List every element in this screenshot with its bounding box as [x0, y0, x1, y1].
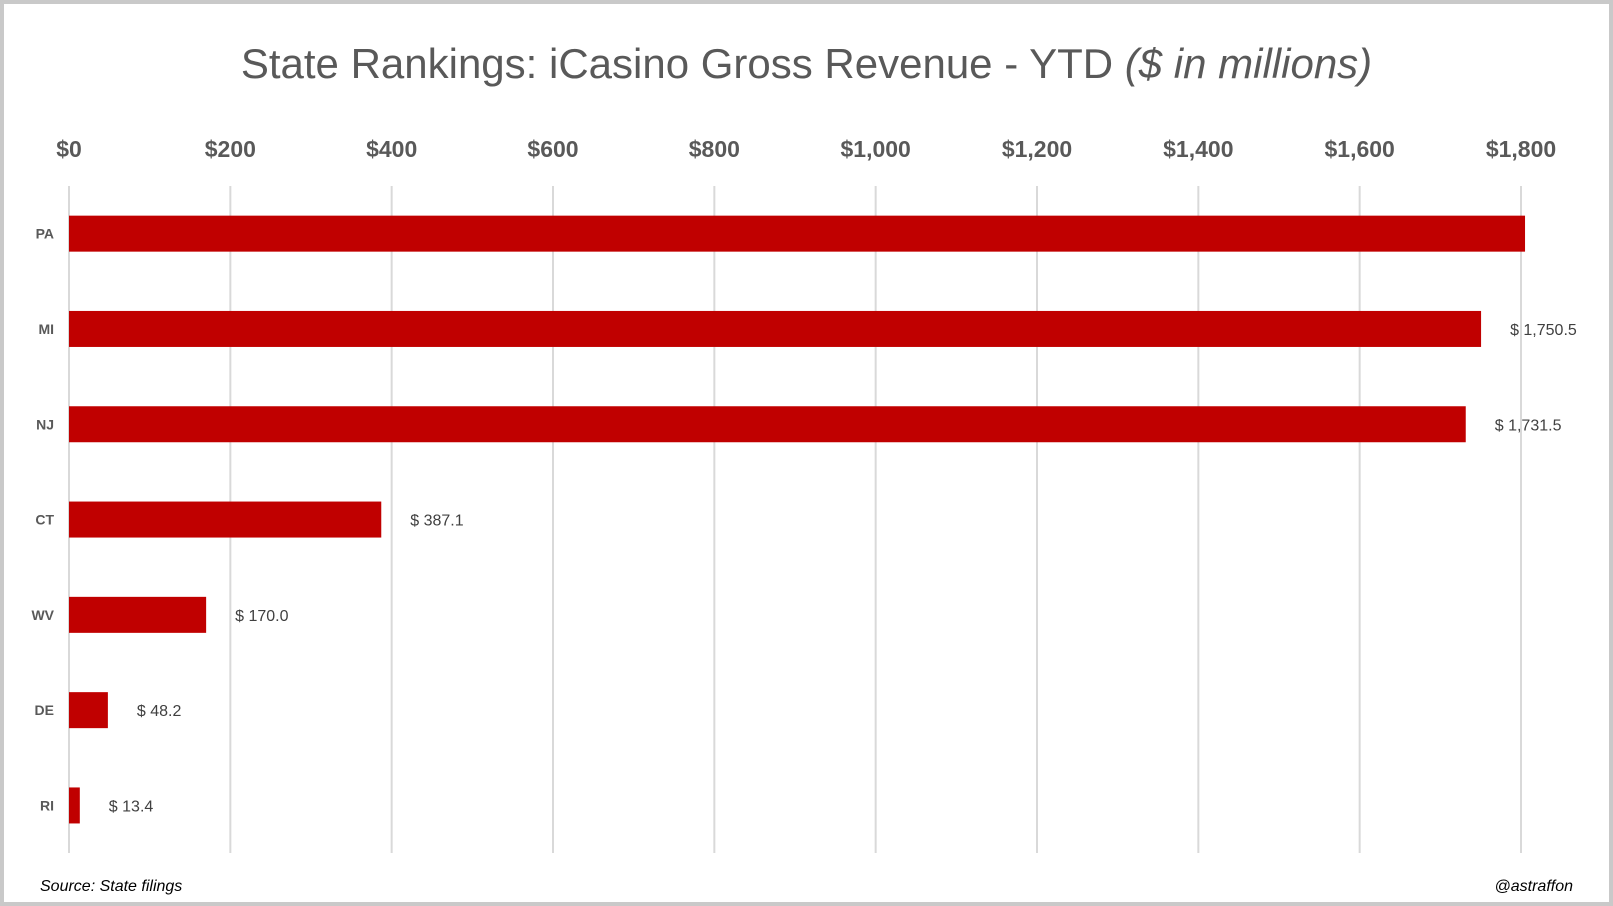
author-handle: @astraffon — [1494, 878, 1574, 895]
chart-title-main: State Rankings: iCasino Gross Revenue - … — [240, 40, 1114, 87]
data-label: $ 1,750.5 — [1510, 322, 1577, 339]
data-label: $ 13.4 — [109, 798, 154, 815]
x-tick-label: $1,600 — [1324, 136, 1394, 162]
x-tick-label: $800 — [689, 136, 740, 162]
chart-title: State Rankings: iCasino Gross Revenue - … — [0, 40, 1613, 88]
bar — [69, 215, 1526, 252]
bar — [69, 501, 382, 538]
category-label: PA — [36, 226, 54, 242]
x-tick-label: $1,400 — [1163, 136, 1233, 162]
category-label: MI — [38, 321, 54, 337]
bar — [69, 692, 108, 729]
bar — [69, 406, 1466, 443]
category-label: WV — [31, 607, 54, 623]
x-tick-label: $1,200 — [1002, 136, 1072, 162]
x-tick-label: $400 — [366, 136, 417, 162]
data-label: $ 170.0 — [235, 608, 288, 625]
data-label: $ 387.1 — [410, 513, 463, 530]
data-label: $ 1,731.5 — [1495, 417, 1562, 434]
x-tick-label: $1,800 — [1486, 136, 1556, 162]
category-label: CT — [35, 512, 54, 528]
source-note: Source: State filings — [40, 878, 183, 895]
category-label: NJ — [36, 416, 54, 432]
category-label: DE — [35, 702, 54, 718]
category-label: RI — [40, 797, 54, 813]
data-label: $ 48.2 — [137, 703, 182, 720]
bar — [69, 596, 207, 633]
bar — [69, 787, 80, 824]
bar — [69, 310, 1482, 347]
x-tick-label: $1,000 — [840, 136, 910, 162]
x-tick-label: $600 — [527, 136, 578, 162]
x-tick-label: $0 — [56, 136, 82, 162]
chart-title-unit: ($ in millions) — [1124, 40, 1373, 87]
x-tick-label: $200 — [205, 136, 256, 162]
